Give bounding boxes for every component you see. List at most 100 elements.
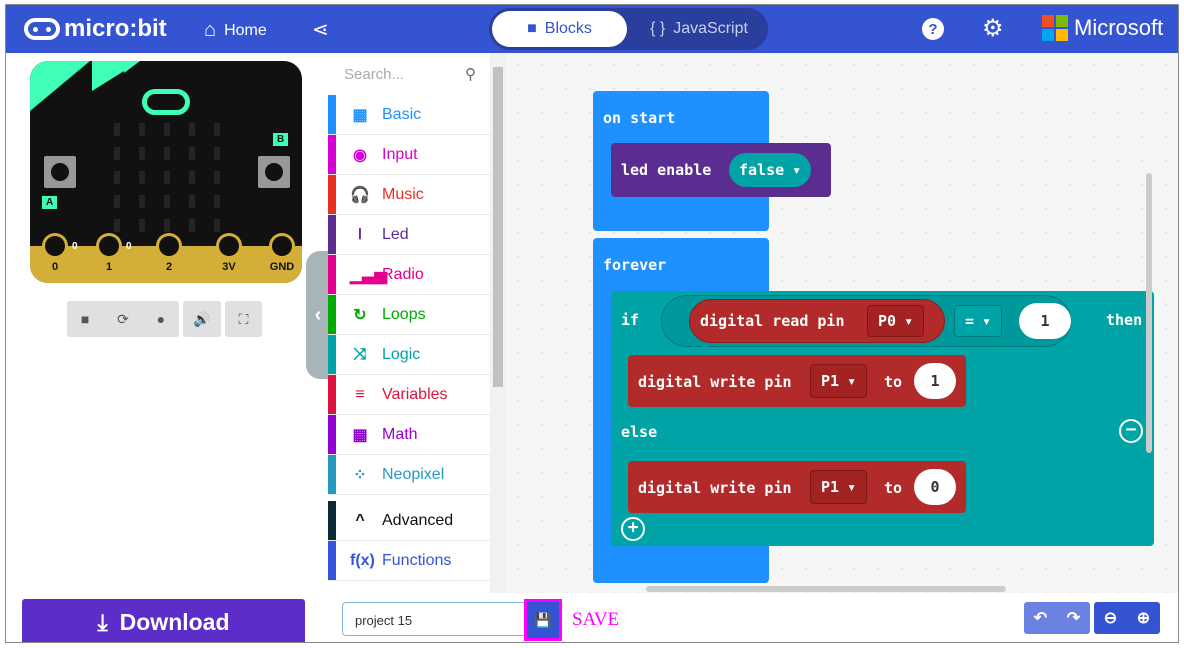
microsoft-logo[interactable]: Microsoft: [1042, 15, 1163, 41]
pin-3v[interactable]: [216, 233, 242, 283]
toolbox-category-variables[interactable]: ≡ Variables: [328, 375, 490, 415]
toolbox-category-functions[interactable]: f(x) Functions: [328, 541, 490, 581]
dropdown-arrow-icon: ▾: [982, 312, 992, 330]
toolbox-category-radio[interactable]: ▁▃▅ Radio: [328, 255, 490, 295]
undo-icon[interactable]: ↶: [1033, 610, 1048, 627]
category-icon: ▁▃▅: [350, 266, 387, 284]
digital-write-pin-block[interactable]: digital write pin P1 ▾ to 1: [628, 355, 966, 407]
toolbox-category-advanced[interactable]: ^ Advanced: [328, 501, 490, 541]
download-button[interactable]: ⤓ Download: [22, 599, 305, 642]
category-label: Basic: [382, 105, 422, 123]
toolbox-category-led[interactable]: ⏽ Led: [328, 215, 490, 255]
stop-icon[interactable]: ■: [80, 311, 90, 327]
gear-icon[interactable]: ⚙: [982, 15, 1004, 42]
microbit-logo[interactable]: micro:bit: [24, 15, 167, 43]
pin-0-value: 0: [72, 241, 78, 252]
redo-icon[interactable]: ↷: [1066, 610, 1081, 627]
home-button[interactable]: ⌂ Home: [204, 19, 267, 42]
button-a-label: A: [42, 196, 58, 209]
blocks-workspace[interactable]: on start led enable false ▾ forever if di…: [506, 53, 1178, 593]
speaker-icon: 🔊: [193, 310, 211, 327]
scrollbar-thumb[interactable]: [493, 67, 503, 387]
led-enable-block[interactable]: led enable false ▾: [611, 143, 831, 197]
forever-label: forever: [603, 256, 667, 274]
led: [189, 171, 195, 184]
led: [214, 147, 220, 160]
tab-blocks[interactable]: ■ Blocks: [492, 11, 627, 47]
remove-else-icon[interactable]: −: [1119, 419, 1143, 443]
led: [214, 123, 220, 136]
p1-dropdown[interactable]: P1 ▾: [810, 364, 868, 398]
operator-value: =: [965, 312, 975, 330]
led: [114, 195, 120, 208]
search-input[interactable]: Search... ⚲: [328, 53, 490, 95]
category-icon: f(x): [350, 551, 375, 569]
dropdown-arrow-icon: ▾: [847, 372, 857, 390]
led: [189, 219, 195, 232]
button-a[interactable]: [44, 156, 76, 188]
restart-icon[interactable]: ⟳: [117, 310, 129, 327]
led: [114, 219, 120, 232]
project-name-input[interactable]: project 15: [342, 602, 526, 636]
led: [164, 219, 170, 232]
category-icon: ↻: [353, 306, 367, 324]
save-button[interactable]: 💾: [524, 599, 562, 641]
microbit-board[interactable]: A B 0 1 2 3V GND 0 0: [30, 61, 302, 283]
add-else-if-icon[interactable]: +: [621, 517, 645, 541]
false-dropdown[interactable]: false ▾: [729, 153, 812, 187]
toolbox-category-input[interactable]: ◉ Input: [328, 135, 490, 175]
write-value-input[interactable]: 1: [914, 363, 956, 399]
editor-toggle: ■ Blocks { } JavaScript: [486, 5, 771, 53]
fullscreen-button[interactable]: ⛶: [225, 301, 262, 337]
microbit-face-logo[interactable]: [142, 89, 190, 115]
dropdown-arrow-icon: ▾: [847, 478, 857, 496]
led: [164, 195, 170, 208]
toolbox-category-math[interactable]: ▦ Math: [328, 415, 490, 455]
slow-motion-icon[interactable]: ●: [156, 311, 166, 327]
pin-gnd[interactable]: [269, 233, 295, 283]
led: [189, 123, 195, 136]
category-icon: ^: [355, 511, 365, 529]
toolbox-scrollbar[interactable]: [490, 53, 506, 593]
microbit-logo-icon: [24, 18, 60, 40]
search-icon[interactable]: ⚲: [465, 66, 476, 83]
zoom-group: ⊖ ⊕: [1094, 602, 1160, 634]
button-b[interactable]: [258, 156, 290, 188]
p0-dropdown[interactable]: P0 ▾: [867, 305, 925, 337]
led: [114, 123, 120, 136]
digital-write-pin-block[interactable]: digital write pin P1 ▾ to 0: [628, 461, 966, 513]
led: [139, 171, 145, 184]
search-placeholder: Search...: [344, 65, 405, 83]
pin-0[interactable]: [42, 233, 68, 283]
toolbox-category-music[interactable]: 🎧 Music: [328, 175, 490, 215]
write-value-input[interactable]: 0: [914, 469, 956, 505]
workspace-horizontal-scrollbar[interactable]: [646, 586, 1006, 592]
p1-dropdown[interactable]: P1 ▾: [810, 470, 868, 504]
toolbox-category-logic[interactable]: ⤨ Logic: [328, 335, 490, 375]
home-label: Home: [224, 21, 267, 39]
workspace-vertical-scrollbar[interactable]: [1146, 173, 1152, 453]
pin-2[interactable]: [156, 233, 182, 283]
toolbox-category-neopixel[interactable]: ⁘ Neopixel: [328, 455, 490, 495]
compare-value-input[interactable]: 1: [1019, 303, 1071, 339]
share-icon[interactable]: ⋖: [312, 19, 329, 41]
zoom-in-icon[interactable]: ⊕: [1136, 610, 1151, 627]
collapse-simulator-button[interactable]: ‹: [306, 251, 330, 379]
pin-1[interactable]: [96, 233, 122, 283]
help-icon[interactable]: ?: [922, 18, 944, 40]
led: [139, 147, 145, 160]
microsoft-logo-icon: [1042, 15, 1068, 41]
led: [114, 171, 120, 184]
category-label: Advanced: [382, 511, 454, 529]
save-icon: 💾: [534, 611, 552, 628]
category-icon: ≡: [355, 385, 365, 403]
tab-javascript[interactable]: { } JavaScript: [629, 11, 769, 47]
toolbox-category-basic[interactable]: ▦ Basic: [328, 95, 490, 135]
category-icon: 🎧: [350, 186, 370, 204]
digital-read-pin-label: digital read pin: [700, 312, 845, 330]
toolbox-category-loops[interactable]: ↻ Loops: [328, 295, 490, 335]
mute-button[interactable]: 🔊: [183, 301, 221, 337]
operator-dropdown[interactable]: = ▾: [954, 305, 1003, 337]
zoom-out-icon[interactable]: ⊖: [1103, 610, 1118, 627]
category-label: Neopixel: [382, 465, 445, 483]
